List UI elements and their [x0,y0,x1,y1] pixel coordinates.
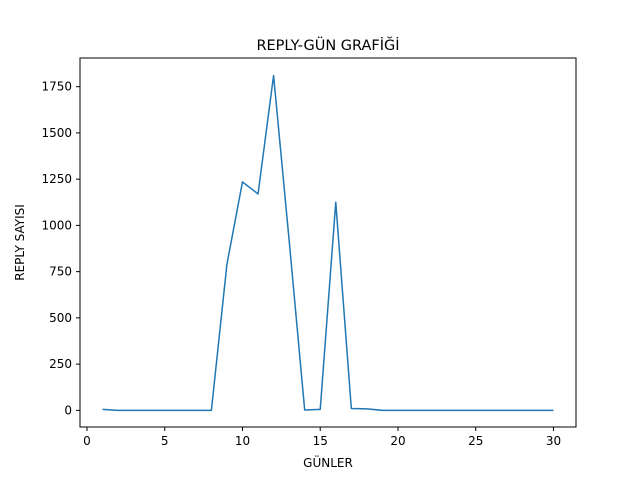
x-tick-label: 10 [235,434,250,448]
chart-title: REPLY-GÜN GRAFİĞİ [256,36,399,54]
y-tick-label: 1000 [41,218,72,232]
x-tick-label: 5 [161,434,169,448]
x-tick-label: 15 [313,434,328,448]
y-tick-label: 0 [64,403,72,417]
x-tick-label: 20 [390,434,405,448]
y-axis-label: REPLY SAYISI [13,204,27,281]
y-tick-label: 750 [49,265,72,279]
y-tick-label: 1750 [41,80,72,94]
series-line [102,74,554,412]
x-tick-label: 30 [546,434,561,448]
x-axis-label: GÜNLER [303,454,353,470]
y-tick-label: 1250 [41,172,72,186]
y-tick-label: 1500 [41,126,72,140]
x-tick-label: 25 [468,434,483,448]
plot-area [102,74,554,412]
y-tick-label: 250 [49,357,72,371]
y-tick-label: 500 [49,311,72,325]
x-tick-label: 0 [83,434,91,448]
plot-frame [79,57,577,428]
